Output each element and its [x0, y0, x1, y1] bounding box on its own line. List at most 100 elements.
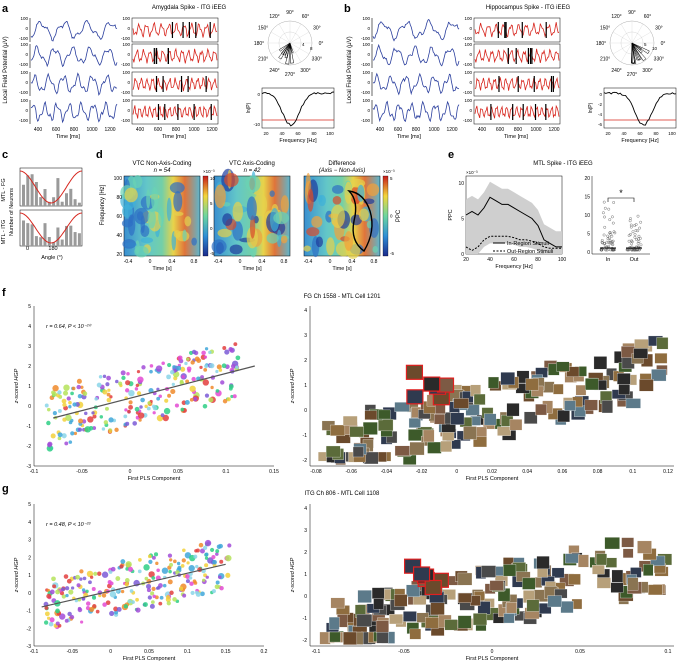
scatter-point — [132, 421, 138, 426]
embedding-thumbnail — [592, 564, 605, 575]
scatter-point — [156, 396, 161, 401]
spike-frame — [131, 99, 219, 125]
panel-a-ylabel: Local Field Potential (μV) — [3, 36, 9, 103]
hist-bar — [34, 236, 38, 246]
scatter-point — [129, 589, 134, 593]
hist-bar — [26, 175, 30, 206]
colorbar-tick: 0 — [210, 226, 213, 231]
polar-angle-label: 90° — [286, 10, 294, 16]
scatter-ytick: 4 — [28, 520, 31, 526]
scatter-point — [61, 594, 66, 599]
scatter-point — [144, 404, 148, 409]
heatmap-blob — [146, 189, 151, 209]
ppc-xtick: 100 — [558, 257, 567, 263]
heatmap-blob — [133, 207, 150, 225]
scatter-ytick: -1 — [27, 609, 32, 615]
heatmap-blob — [224, 173, 239, 187]
scatter-point — [121, 375, 126, 381]
polar-angle-label: 30° — [313, 26, 321, 32]
lnp-xtick: 20 — [605, 131, 611, 136]
panel-b-xticks-right: 400 600 800 1000 1200 — [478, 127, 560, 133]
embedding-highlighted-thumbnail — [423, 376, 441, 392]
scatter-xtick: 0 — [129, 469, 132, 475]
hist-bar — [22, 220, 25, 246]
lnp-frame — [603, 87, 677, 129]
scatter-point — [92, 426, 97, 430]
scatter-point — [136, 370, 141, 374]
scatter-point — [124, 408, 128, 412]
polar-spoke — [612, 42, 633, 55]
embedding-thumbnail — [522, 577, 536, 590]
scatter-point — [51, 391, 57, 397]
ppc-xtick: 60 — [511, 257, 517, 263]
heatmap-ytick: 40 — [116, 233, 122, 239]
heatmap-blob — [269, 190, 275, 197]
heatmap-xtick: 0 — [329, 259, 332, 265]
heatmap-blob — [184, 216, 192, 227]
spike-frame — [131, 71, 219, 97]
panel-g-image-embedding: 4 3 2 1 0 -1 -2 -0.1 -0.05 0 0.05 0.1 First PLS Comp… — [290, 504, 674, 662]
heatmap-blob — [174, 211, 184, 216]
dotplot-in-point — [612, 201, 616, 204]
scatter-point — [180, 366, 186, 372]
scatter-point — [72, 402, 77, 407]
heatmap-xlabel: Time [s] — [242, 266, 262, 272]
polar-angle-label: 270° — [627, 72, 637, 78]
lfp-ytick: 100 — [20, 98, 28, 103]
heatmap-blob — [280, 195, 289, 214]
embedding-thumbnail — [616, 373, 631, 385]
scatter-point — [69, 614, 75, 620]
scatter-point — [192, 396, 198, 402]
dotplot-out-point — [627, 248, 631, 252]
scatter-point — [166, 374, 172, 380]
lfp-ytick: 0 — [25, 80, 28, 85]
scatter-point — [199, 548, 205, 554]
spike-ytick: -100 — [463, 118, 473, 123]
scatter-point — [116, 606, 122, 612]
scatter-point — [136, 391, 142, 396]
hist-bar — [43, 223, 47, 246]
scatter-point — [167, 393, 172, 398]
scatter-point — [80, 385, 84, 389]
scatter-point — [176, 365, 182, 371]
spike-ytick: 100 — [464, 98, 472, 103]
lnp-xtick: 80 — [311, 131, 317, 136]
scatter-ytick: -3 — [27, 644, 32, 650]
lfp-trace — [372, 72, 460, 96]
scatter-point — [205, 575, 209, 579]
scatter-xtick: 0.05 — [173, 469, 183, 475]
scatter-point — [190, 360, 195, 365]
embedding-thumbnail — [536, 556, 550, 570]
panel-e-title: MTL Spike - ITG iEEG — [533, 161, 593, 167]
embedding-xlabel: First PLS Component — [466, 656, 519, 662]
panel-f-title: FG Ch 1558 - MTL Cell 1201 — [304, 294, 381, 300]
scatter-point — [70, 586, 75, 590]
embedding-thumbnail — [403, 611, 417, 622]
scatter-point — [212, 559, 217, 565]
embedding-thumbnail — [442, 431, 455, 441]
lfp-trace — [372, 100, 460, 123]
heatmap-title: Difference — [328, 161, 356, 167]
polar-petal — [278, 42, 291, 52]
scatter-point — [215, 369, 219, 374]
dotplot-out-point — [629, 223, 633, 227]
ppc-ylabel: PPC — [448, 209, 454, 220]
lfp-trace — [372, 43, 460, 67]
scatter-xtick: -0.1 — [30, 469, 39, 475]
polar-angle-label: 300° — [300, 68, 310, 74]
scatter-point — [151, 576, 156, 580]
embedding-thumbnail — [430, 601, 445, 616]
scatter-point — [105, 600, 111, 605]
panel-letter-c: c — [2, 149, 8, 161]
embedding-thumbnail — [457, 572, 473, 586]
scatter-point — [224, 349, 230, 355]
scatter-point — [91, 586, 96, 591]
heatmap-blob — [273, 211, 290, 225]
dotplot-out-point — [639, 243, 643, 247]
scatter-point — [152, 411, 156, 415]
polar-spoke — [612, 31, 633, 44]
embedding-thumbnail — [524, 411, 538, 424]
